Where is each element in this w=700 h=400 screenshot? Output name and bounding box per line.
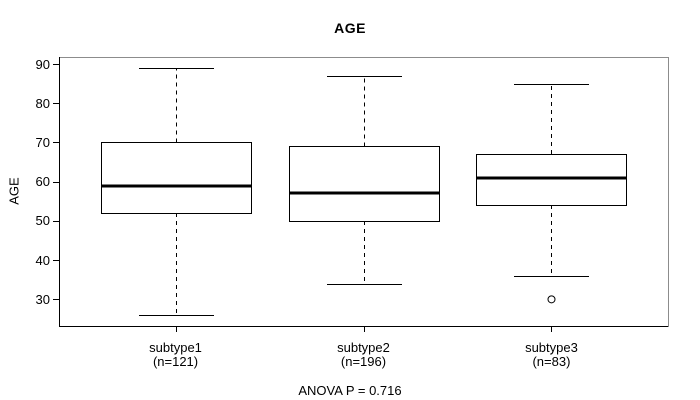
x-category-label: subtype3 (n=83) (481, 341, 621, 369)
y-tick-label: 60 (35, 174, 50, 190)
y-tick-label: 30 (35, 291, 50, 307)
group-count: (n=121) (152, 354, 199, 369)
y-tick-label: 80 (35, 95, 50, 111)
iqr-box (101, 142, 252, 214)
outlier-point (547, 295, 556, 304)
anova-annotation: ANOVA P = 0.716 (298, 383, 402, 398)
chart-title: AGE (334, 20, 366, 36)
y-tick-label: 40 (35, 252, 50, 268)
iqr-box (476, 154, 627, 206)
group-count: (n=196) (340, 354, 387, 369)
y-tick-label: 70 (35, 134, 50, 150)
x-category-label: subtype2 (n=196) (294, 341, 434, 369)
group-count: (n=83) (532, 354, 571, 369)
iqr-box (289, 146, 440, 222)
group-name: subtype3 (525, 340, 578, 355)
y-tick-label: 50 (35, 213, 50, 229)
group-name: subtype2 (337, 340, 390, 355)
y-tick-label: 90 (35, 56, 50, 72)
x-category-label: subtype1 (n=121) (106, 341, 246, 369)
group-name: subtype1 (149, 340, 202, 355)
